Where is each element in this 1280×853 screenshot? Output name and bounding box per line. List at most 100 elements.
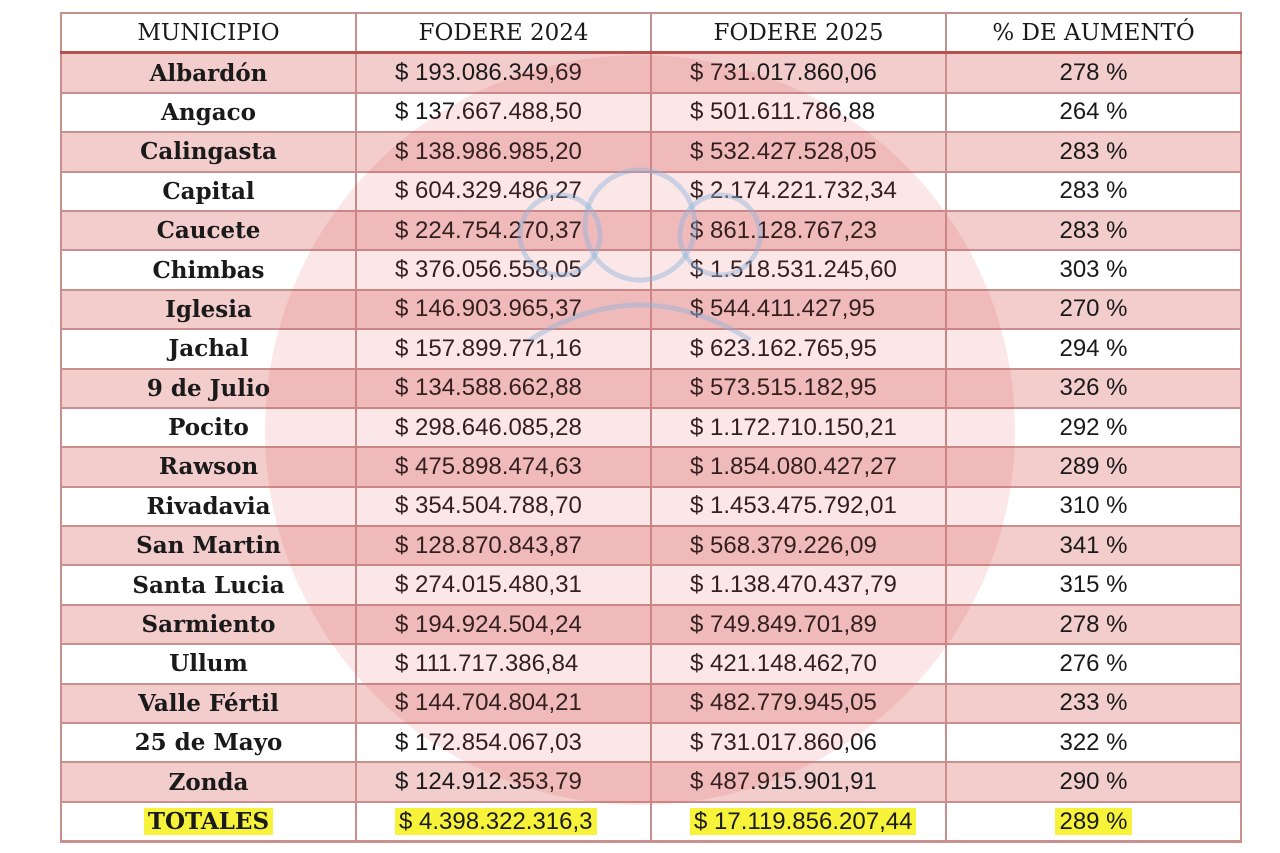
municipio-cell: Jachal bbox=[60, 328, 357, 370]
municipio-cell: Sarmiento bbox=[60, 603, 357, 646]
aumento-cell: 341 % bbox=[945, 525, 1242, 567]
municipio-cell: Rivadavia bbox=[60, 485, 357, 528]
fodere-2025-cell: $ 731.017.860,06 bbox=[650, 51, 947, 94]
municipio-cell: Angaco bbox=[60, 91, 357, 134]
aumento-cell: 233 % bbox=[945, 682, 1242, 725]
fodere-2024-cell: $ 193.086.349,69 bbox=[355, 51, 652, 94]
fodere-2024-cell: $ 111.717.386,84 bbox=[355, 643, 652, 685]
table-row: Angaco $ 137.667.488,50 $ 501.611.786,88 26… bbox=[60, 91, 1242, 134]
aumento-cell: 303 % bbox=[945, 249, 1242, 291]
aumento-cell: 276 % bbox=[945, 643, 1242, 685]
table-row: Calingasta $ 138.986.985,20 $ 532.427.528,… bbox=[60, 131, 1242, 173]
fodere-2024-cell: $ 128.870.843,87 bbox=[355, 525, 652, 567]
aumento-cell: 310 % bbox=[945, 485, 1242, 528]
municipio-cell: Caucete bbox=[60, 209, 357, 252]
fodere-2024-cell: $ 194.924.504,24 bbox=[355, 603, 652, 646]
aumento-cell: 290 % bbox=[945, 761, 1242, 803]
table-row: Sarmiento $ 194.924.504,24 $ 749.849.701,8… bbox=[60, 603, 1242, 646]
totals-2025-cell: $ 17.119.856.207,44 bbox=[650, 800, 947, 844]
table-row: Albardón $ 193.086.349,69 $ 731.017.860,06… bbox=[60, 51, 1242, 94]
fodere-2025-cell: $ 501.611.786,88 bbox=[650, 91, 947, 134]
aumento-cell: 270 % bbox=[945, 288, 1242, 331]
fodere-2025-cell: $ 861.128.767,23 bbox=[650, 209, 947, 252]
table-row: Iglesia $ 146.903.965,37 $ 544.411.427,95 2… bbox=[60, 288, 1242, 331]
fodere-2025-cell: $ 573.515.182,95 bbox=[650, 367, 947, 409]
table-row: Jachal $ 157.899.771,16 $ 623.162.765,95 29… bbox=[60, 328, 1242, 370]
table-row: Capital $ 604.329.486,27 $ 2.174.221.732,3… bbox=[60, 170, 1242, 212]
fodere-2025-cell: $ 487.915.901,91 bbox=[650, 761, 947, 803]
municipio-cell: Albardón bbox=[60, 51, 357, 94]
municipio-cell: 9 de Julio bbox=[60, 367, 357, 409]
table-row: Pocito $ 298.646.085,28 $ 1.172.710.150,21… bbox=[60, 406, 1242, 449]
aumento-cell: 278 % bbox=[945, 51, 1242, 94]
aumento-cell: 315 % bbox=[945, 564, 1242, 606]
fodere-2024-cell: $ 354.504.788,70 bbox=[355, 485, 652, 528]
municipio-cell: San Martin bbox=[60, 525, 357, 567]
municipio-cell: Calingasta bbox=[60, 131, 357, 173]
header-fodere-2024: FODERE 2024 bbox=[355, 12, 652, 55]
fodere-2024-cell: $ 224.754.270,37 bbox=[355, 209, 652, 252]
fodere-2025-cell: $ 1.518.531.245,60 bbox=[650, 249, 947, 291]
table-row: Ullum $ 111.717.386,84 $ 421.148.462,70 276… bbox=[60, 643, 1242, 685]
totals-row: TOTALES $ 4.398.322.316,3 $ 17.119.856.2… bbox=[60, 800, 1242, 844]
fodere-2024-cell: $ 146.903.965,37 bbox=[355, 288, 652, 331]
table-row: Zonda $ 124.912.353,79 $ 487.915.901,91 290… bbox=[60, 761, 1242, 803]
totals-2025: $ 17.119.856.207,44 bbox=[690, 807, 917, 835]
fodere-2025-cell: $ 482.779.945,05 bbox=[650, 682, 947, 725]
totals-label: TOTALES bbox=[143, 808, 274, 835]
fodere-2024-cell: $ 157.899.771,16 bbox=[355, 328, 652, 370]
header-fodere-2025: FODERE 2025 bbox=[650, 12, 947, 55]
fodere-2025-cell: $ 1.453.475.792,01 bbox=[650, 485, 947, 528]
fodere-2025-cell: $ 623.162.765,95 bbox=[650, 328, 947, 370]
aumento-cell: 264 % bbox=[945, 91, 1242, 134]
fodere-2025-cell: $ 568.379.226,09 bbox=[650, 525, 947, 567]
table-row: Rawson $ 475.898.474,63 $ 1.854.080.427,27… bbox=[60, 446, 1242, 488]
fodere-2025-cell: $ 731.017.860,06 bbox=[650, 722, 947, 764]
fodere-2025-cell: $ 1.854.080.427,27 bbox=[650, 446, 947, 488]
header-row: MUNICIPIO FODERE 2024 FODERE 2025 % DE A… bbox=[60, 12, 1242, 55]
table-body: Albardón $ 193.086.349,69 $ 731.017.860,06… bbox=[60, 51, 1242, 803]
totals-2024-cell: $ 4.398.322.316,3 bbox=[355, 800, 652, 844]
municipio-cell: Santa Lucia bbox=[60, 564, 357, 606]
table-row: 25 de Mayo $ 172.854.067,03 $ 731.017.860,… bbox=[60, 722, 1242, 764]
municipio-cell: 25 de Mayo bbox=[60, 722, 357, 764]
totals-label-cell: TOTALES bbox=[60, 800, 357, 844]
municipio-cell: Valle Fértil bbox=[60, 682, 357, 725]
totals-pct-cell: 289 % bbox=[945, 800, 1242, 844]
fodere-2024-cell: $ 124.912.353,79 bbox=[355, 761, 652, 803]
fodere-2024-cell: $ 137.667.488,50 bbox=[355, 91, 652, 134]
aumento-cell: 289 % bbox=[945, 446, 1242, 488]
municipio-cell: Zonda bbox=[60, 761, 357, 803]
fodere-2024-cell: $ 134.588.662,88 bbox=[355, 367, 652, 409]
fodere-2025-cell: $ 421.148.462,70 bbox=[650, 643, 947, 685]
table-row: Caucete $ 224.754.270,37 $ 861.128.767,23 2… bbox=[60, 209, 1242, 252]
table-row: 9 de Julio $ 134.588.662,88 $ 573.515.182,… bbox=[60, 367, 1242, 409]
aumento-cell: 283 % bbox=[945, 170, 1242, 212]
header-municipio: MUNICIPIO bbox=[60, 12, 357, 55]
municipio-cell: Iglesia bbox=[60, 288, 357, 331]
fodere-2025-cell: $ 544.411.427,95 bbox=[650, 288, 947, 331]
fodere-2024-cell: $ 298.646.085,28 bbox=[355, 406, 652, 449]
fodere-2025-cell: $ 532.427.528,05 bbox=[650, 131, 947, 173]
aumento-cell: 292 % bbox=[945, 406, 1242, 449]
aumento-cell: 294 % bbox=[945, 328, 1242, 370]
fodere-2024-cell: $ 144.704.804,21 bbox=[355, 682, 652, 725]
aumento-cell: 322 % bbox=[945, 722, 1242, 764]
aumento-cell: 283 % bbox=[945, 209, 1242, 252]
aumento-cell: 283 % bbox=[945, 131, 1242, 173]
fodere-table: MUNICIPIO FODERE 2024 FODERE 2025 % DE A… bbox=[60, 12, 1242, 844]
municipio-cell: Chimbas bbox=[60, 249, 357, 291]
fodere-2025-cell: $ 749.849.701,89 bbox=[650, 603, 947, 646]
totals-2024: $ 4.398.322.316,3 bbox=[395, 807, 597, 835]
fodere-2024-cell: $ 475.898.474,63 bbox=[355, 446, 652, 488]
table-row: Valle Fértil $ 144.704.804,21 $ 482.779.94… bbox=[60, 682, 1242, 725]
fodere-2025-cell: $ 1.138.470.437,79 bbox=[650, 564, 947, 606]
fodere-2024-cell: $ 172.854.067,03 bbox=[355, 722, 652, 764]
municipio-cell: Rawson bbox=[60, 446, 357, 488]
table-row: Santa Lucia $ 274.015.480,31 $ 1.138.470.4… bbox=[60, 564, 1242, 606]
fodere-2025-cell: $ 1.172.710.150,21 bbox=[650, 406, 947, 449]
aumento-cell: 326 % bbox=[945, 367, 1242, 409]
municipio-cell: Capital bbox=[60, 170, 357, 212]
fodere-2024-cell: $ 376.056.558,05 bbox=[355, 249, 652, 291]
table-row: San Martin $ 128.870.843,87 $ 568.379.226,… bbox=[60, 525, 1242, 567]
